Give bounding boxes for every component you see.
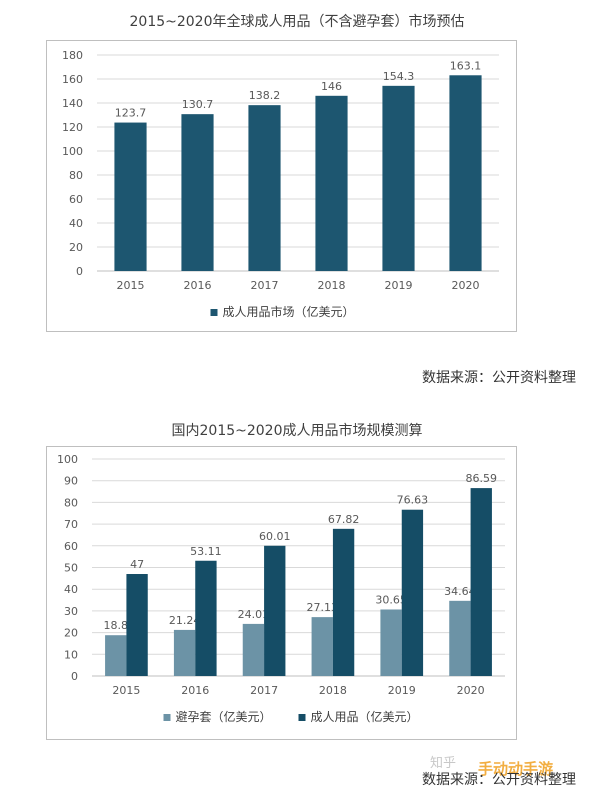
y-tick-label: 30	[64, 605, 78, 618]
data-label: 60.01	[259, 530, 291, 543]
y-tick-label: 10	[64, 648, 78, 661]
y-tick-label: 100	[57, 453, 78, 466]
x-tick-label: 2020	[457, 684, 485, 697]
data-label: 123.7	[115, 107, 147, 120]
legend-swatch	[163, 714, 171, 721]
bar	[382, 85, 415, 271]
x-tick-label: 2016	[184, 279, 212, 292]
y-tick-label: 100	[62, 145, 83, 158]
y-tick-label: 70	[64, 518, 78, 531]
y-tick-label: 180	[62, 49, 83, 62]
bar	[449, 600, 471, 676]
bar	[173, 629, 196, 676]
watermark-zhihu: 知乎	[430, 756, 457, 771]
bar	[449, 75, 482, 271]
chart-title-global: 2015~2020年全球成人用品（不含避孕套）市场预估	[129, 14, 465, 30]
data-label: 27.13	[306, 601, 338, 614]
data-label: 47	[130, 558, 144, 571]
data-source-note: 数据来源：公开资料整理	[422, 772, 576, 788]
bar	[126, 574, 148, 676]
x-tick-label: 2019	[388, 684, 416, 697]
y-tick-label: 80	[69, 169, 83, 182]
chart-frame-global: 0 20 40 60 80 100 120 140 160 180 2015 123.7 2016 130…	[46, 40, 517, 332]
x-tick-label: 2017	[250, 684, 278, 697]
bar	[105, 635, 127, 676]
data-label: 18.8	[103, 619, 128, 632]
y-tick-label: 0	[76, 265, 83, 278]
bar	[401, 509, 424, 676]
legend-swatch	[210, 309, 218, 316]
x-tick-label: 2015	[112, 684, 140, 697]
data-label: 21.24	[169, 614, 201, 627]
bar	[248, 105, 281, 271]
legend-label: 成人用品（亿美元）	[311, 709, 419, 724]
y-tick-label: 20	[69, 241, 83, 254]
y-tick-label: 120	[62, 121, 83, 134]
global-market-bar-chart: 0 20 40 60 80 100 120 140 160 180 2015 123.7 2016 130…	[62, 49, 499, 319]
data-label: 154.3	[383, 70, 415, 83]
x-tick-label: 2018	[318, 279, 346, 292]
chart-title-domestic: 国内2015~2020成人用品市场规模测算	[171, 423, 423, 439]
data-label: 24.01	[238, 608, 270, 621]
data-label: 30.65	[375, 593, 407, 606]
x-tick-label: 2018	[319, 684, 347, 697]
y-tick-label: 160	[62, 73, 83, 86]
data-label: 146	[321, 80, 342, 93]
y-tick-label: 0	[71, 670, 78, 683]
y-tick-label: 80	[64, 496, 78, 509]
y-tick-label: 50	[64, 562, 78, 575]
bar	[380, 609, 402, 676]
bar	[264, 545, 286, 676]
data-source-note: 数据来源：公开资料整理	[422, 370, 576, 386]
y-tick-label: 40	[69, 217, 83, 230]
watermark-logo: 手动动手游	[478, 760, 554, 778]
bar	[470, 488, 492, 676]
x-tick-label: 2019	[385, 279, 413, 292]
data-label: 34.64	[444, 585, 476, 598]
y-tick-label: 60	[64, 540, 78, 553]
x-tick-label: 2016	[181, 684, 209, 697]
data-label: 67.82	[328, 513, 360, 526]
y-tick-label: 40	[64, 583, 78, 596]
data-label: 76.63	[397, 494, 429, 507]
bar	[195, 560, 217, 676]
data-label: 86.59	[466, 472, 498, 485]
bar	[332, 528, 355, 676]
x-tick-label: 2015	[117, 279, 145, 292]
y-tick-label: 140	[62, 97, 83, 110]
bar	[181, 114, 214, 271]
data-label: 163.1	[450, 59, 482, 72]
bar	[242, 623, 265, 676]
data-label: 53.11	[190, 545, 222, 558]
x-tick-label: 2017	[251, 279, 279, 292]
chart-frame-domestic: 0 10 20 30 40 50 60 70 80 90 100 2015 18.8 47 2016 21.2…	[46, 446, 517, 740]
bar	[311, 617, 333, 676]
y-tick-label: 60	[69, 193, 83, 206]
y-tick-label: 20	[64, 627, 78, 640]
y-tick-label: 90	[64, 475, 78, 488]
legend-label: 成人用品市场（亿美元）	[223, 304, 355, 319]
data-label: 130.7	[182, 98, 214, 111]
data-label: 138.2	[249, 89, 281, 102]
x-tick-label: 2020	[452, 279, 480, 292]
legend-label: 避孕套（亿美元）	[176, 709, 272, 724]
bar	[315, 95, 348, 271]
bar	[114, 122, 147, 271]
domestic-market-bar-chart: 0 10 20 30 40 50 60 70 80 90 100 2015 18.8 47 2016 21.2…	[57, 453, 505, 724]
legend-swatch	[298, 714, 306, 721]
